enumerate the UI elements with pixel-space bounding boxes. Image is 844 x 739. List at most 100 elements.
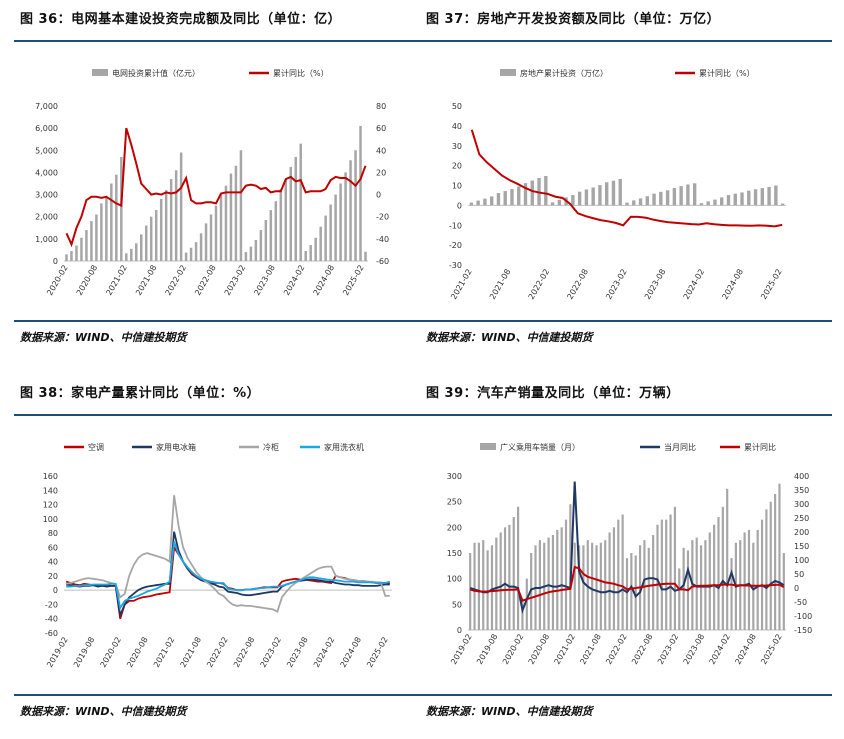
bar [274, 201, 278, 261]
y-tick-label: 150 [447, 549, 462, 558]
bar [586, 540, 589, 630]
y2-tick-label: 350 [794, 486, 809, 495]
y-tick-label: 0 [457, 626, 462, 635]
bar [115, 174, 118, 261]
y-tick-label: -30 [449, 261, 462, 270]
bar [189, 247, 193, 261]
bar [756, 529, 759, 630]
bar [740, 192, 744, 206]
bar [591, 187, 595, 206]
x-tick-label: 2022-02 [604, 633, 629, 666]
y-tick-label: 40 [48, 558, 58, 567]
bar [105, 196, 108, 261]
y2-tick-label: -40 [376, 235, 389, 244]
y-tick-label: 140 [43, 486, 58, 495]
bar [144, 225, 148, 261]
legend-label: 冷柜 [263, 442, 279, 452]
bar [469, 553, 472, 630]
x-tick-label: 2021-02 [104, 264, 129, 297]
legend-label: 累计同比（%） [273, 68, 329, 78]
bar [691, 540, 694, 630]
y-tick-label: 20 [452, 162, 462, 171]
chart-grid-investment: 0 1,000 2,000 3,000 4,000 5,000 6,000 7,000 -60 -… [35, 68, 389, 297]
x-tick-label: 2019-02 [45, 636, 70, 669]
bar [204, 223, 208, 261]
bar [110, 183, 113, 261]
bottom-rule [420, 694, 832, 696]
legend-swatch [480, 443, 496, 450]
bar [530, 180, 534, 206]
bar [80, 237, 83, 261]
y-tick-label: 6,000 [35, 124, 58, 133]
y-tick-label: 250 [447, 498, 462, 507]
y-tick-label: 60 [48, 543, 58, 552]
figure-title: 图 37：房地产开发投资额及同比（单位：万亿） [426, 12, 721, 27]
y2-tick-label: 0 [376, 191, 381, 200]
bar [713, 199, 717, 206]
bar [774, 185, 778, 206]
bar [164, 190, 168, 261]
bar [149, 216, 153, 261]
legend-label: 电网投资累计值（亿元） [112, 68, 200, 78]
y-tick-label: 3,000 [35, 191, 58, 200]
y-tick-label: 0 [53, 257, 58, 266]
bar [747, 529, 751, 630]
bar [214, 205, 218, 261]
bar [604, 540, 607, 630]
y-tick-label: 100 [447, 575, 462, 584]
bar [679, 186, 683, 206]
bar [359, 125, 362, 261]
y2-tick-label: 50 [794, 570, 804, 579]
bar [571, 195, 575, 206]
y-tick-label: 160 [43, 472, 58, 481]
bar [154, 210, 158, 261]
y2-tick-label: 40 [376, 146, 386, 155]
y2-tick-label: -60 [376, 257, 389, 266]
bar [521, 599, 524, 630]
x-tick-label: 2021-08 [488, 268, 513, 301]
bar [617, 519, 620, 630]
bar [244, 252, 248, 261]
bar [239, 150, 243, 261]
series-line [470, 129, 783, 228]
bottom-rule [420, 320, 832, 322]
bar [632, 200, 636, 206]
x-tick-label: 2024-02 [282, 264, 307, 297]
bar [591, 542, 594, 630]
bar [179, 152, 183, 261]
bar [652, 535, 655, 630]
y-tick-label: 50 [452, 600, 462, 609]
bar [669, 514, 672, 630]
legend-label: 家用电冰箱 [156, 442, 196, 452]
x-tick-label: 2025-02 [759, 633, 784, 666]
x-tick-label: 2022-02 [527, 268, 552, 301]
bar [517, 506, 520, 630]
bar [765, 509, 768, 630]
chart-panel-appliances: 图 38：家电产量累计同比（单位：%） -60 -40 -20 0 20 40 60 80 10… [14, 378, 426, 738]
bar [289, 166, 292, 261]
y2-tick-label: -20 [376, 213, 389, 222]
y-tick-label: -20 [449, 241, 462, 250]
top-rule [420, 40, 832, 42]
bar [673, 506, 677, 630]
bar [621, 514, 624, 630]
bar [199, 233, 203, 261]
bar [100, 203, 103, 261]
y-tick-label: 7,000 [35, 102, 58, 111]
x-tick-label: 2020-08 [527, 633, 552, 666]
figure-title: 图 39：汽车产销量及同比（单位：万辆） [426, 386, 680, 401]
legend-label: 广义乘用车销量（月） [500, 442, 580, 452]
bar [90, 221, 93, 261]
bar [538, 540, 541, 630]
bar [512, 517, 515, 630]
x-tick-label: 2024-02 [312, 636, 337, 669]
y2-tick-label: 400 [794, 472, 809, 481]
bar [550, 202, 555, 206]
y-tick-label: 50 [452, 102, 462, 111]
x-tick-label: 2025-02 [365, 636, 390, 669]
y-tick-label: -60 [45, 629, 58, 638]
bar [510, 189, 514, 206]
bar [612, 527, 616, 630]
x-tick-label: 2025-02 [759, 268, 784, 301]
x-tick-label: 2023-02 [259, 636, 284, 669]
